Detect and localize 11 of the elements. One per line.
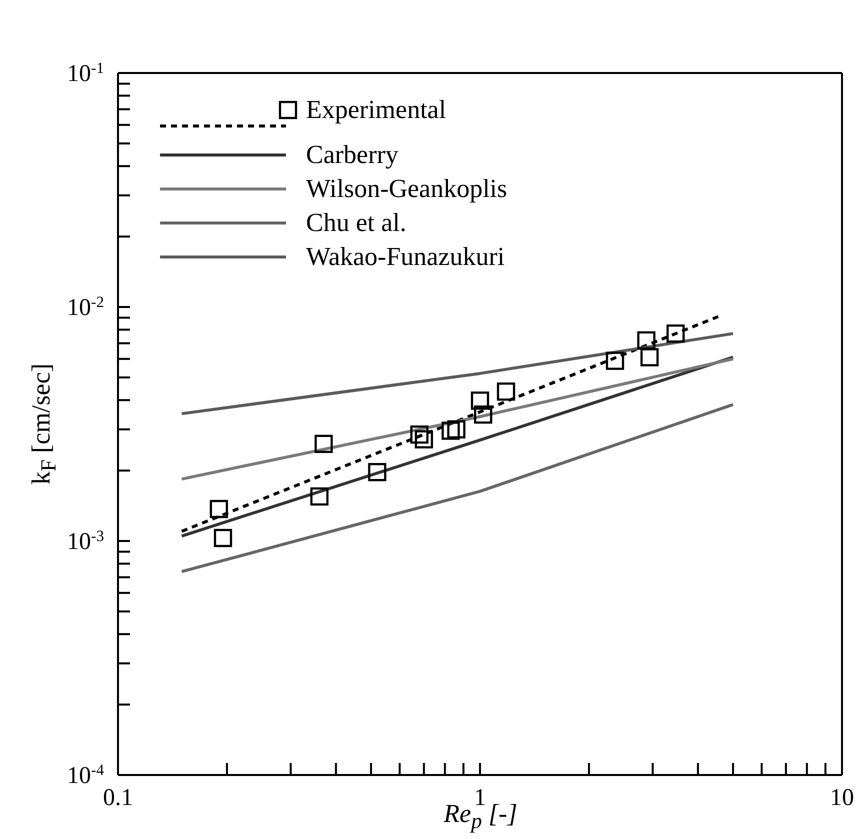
legend-label: Wilson-Geankoplis <box>306 173 508 205</box>
legend-label: Experimental <box>306 94 446 126</box>
x-tick-label: 0.1 <box>103 785 133 811</box>
y-tick-label: 10$^{-1}$ <box>67 60 104 87</box>
x-tick-label: 10 <box>830 785 854 811</box>
y-tick-label: 10$^{-2}$ <box>67 294 104 321</box>
y-tick-label: 10$^{-3}$ <box>67 528 104 555</box>
legend-label: Chu et al. <box>306 207 406 239</box>
legend-label: Carberry <box>306 139 398 171</box>
y-tick-label: 10$^{-4}$ <box>67 762 104 789</box>
legend-label: Wakao-Funazukuri <box>306 241 505 273</box>
